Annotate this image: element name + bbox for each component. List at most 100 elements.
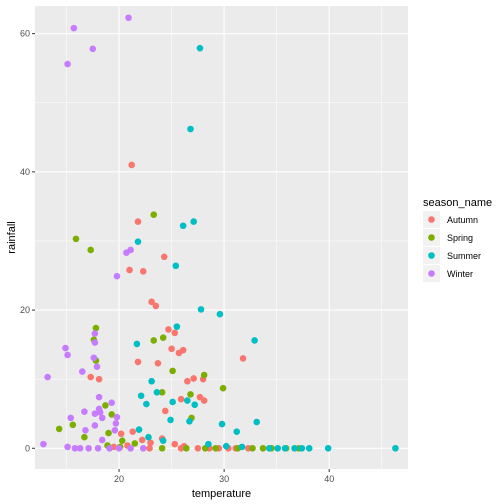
data-point-spring <box>92 324 100 332</box>
data-point-autumn <box>126 266 133 274</box>
points-layer <box>40 14 399 452</box>
data-point-winter <box>64 351 71 359</box>
data-point-autumn <box>171 440 179 448</box>
data-point-summer <box>186 418 193 425</box>
data-point-summer <box>148 377 155 385</box>
data-point-autumn <box>95 375 103 383</box>
data-point-winter <box>81 408 88 415</box>
data-point-summer <box>298 444 306 452</box>
data-point-winter <box>112 420 120 427</box>
data-point-spring <box>158 388 166 396</box>
data-point-autumn <box>171 329 179 337</box>
data-point-summer <box>205 440 212 448</box>
data-point-spring <box>159 334 167 342</box>
data-point-autumn <box>87 373 94 381</box>
data-point-spring <box>219 384 227 392</box>
data-point-autumn <box>117 430 125 438</box>
y-tick-label: 20 <box>20 305 30 315</box>
data-point-summer <box>291 444 298 452</box>
legend-marker-spring <box>428 234 435 241</box>
data-point-winter <box>91 422 99 429</box>
data-point-summer <box>173 323 181 330</box>
data-point-winter <box>115 444 123 452</box>
data-point-spring <box>69 421 77 429</box>
data-point-autumn <box>200 397 208 404</box>
data-point-spring <box>108 411 116 418</box>
data-point-spring <box>200 371 208 379</box>
legend-label-spring: Spring <box>447 233 473 243</box>
legend-label-winter: Winter <box>447 269 473 279</box>
data-point-autumn <box>129 428 137 435</box>
data-point-winter <box>91 330 99 337</box>
data-point-winter <box>76 444 84 452</box>
data-point-spring <box>150 211 158 218</box>
data-point-winter <box>44 373 51 381</box>
data-point-spring <box>72 235 80 243</box>
data-point-winter <box>71 444 79 452</box>
data-point-winter <box>82 427 89 434</box>
data-point-summer <box>305 444 313 452</box>
data-point-spring <box>187 391 194 398</box>
data-point-autumn <box>139 268 147 275</box>
data-point-summer <box>324 444 332 452</box>
data-point-winter <box>91 339 99 346</box>
data-point-spring <box>102 402 109 409</box>
x-tick-label: 20 <box>114 474 124 484</box>
legend-marker-winter <box>428 270 435 277</box>
data-point-winter <box>96 409 104 416</box>
data-point-summer <box>184 397 191 404</box>
data-point-spring <box>87 246 94 254</box>
data-point-winter <box>139 444 147 452</box>
data-point-winter <box>113 272 121 280</box>
data-point-winter <box>95 393 103 401</box>
data-point-autumn <box>154 359 162 367</box>
data-point-autumn <box>128 161 135 169</box>
data-point-winter <box>70 24 78 32</box>
data-point-summer <box>191 401 199 409</box>
data-point-winter <box>108 399 116 406</box>
legend-label-summer: Summer <box>447 251 481 261</box>
data-point-autumn <box>138 436 146 444</box>
data-point-summer <box>281 444 289 452</box>
data-point-spring <box>118 437 126 444</box>
data-point-summer <box>233 428 241 435</box>
data-point-summer <box>251 337 258 344</box>
y-tick-label: 60 <box>20 29 30 39</box>
data-point-spring <box>249 444 256 452</box>
data-point-autumn <box>161 407 169 415</box>
data-point-autumn <box>134 218 142 225</box>
data-point-summer <box>153 388 161 396</box>
data-point-winter <box>67 414 75 422</box>
data-point-summer <box>134 238 142 245</box>
data-point-summer <box>169 398 176 406</box>
data-point-summer <box>218 420 226 428</box>
data-point-winter <box>85 444 92 452</box>
data-point-summer <box>190 218 197 225</box>
x-tick-label: 40 <box>324 474 334 484</box>
data-point-summer <box>145 433 152 441</box>
data-point-summer <box>216 310 224 318</box>
data-point-spring <box>55 425 63 433</box>
legend-marker-autumn <box>428 216 435 223</box>
data-point-autumn <box>168 345 175 353</box>
data-point-spring <box>81 433 88 441</box>
legend: season_name Autumn Spring Summer Winter <box>423 197 492 282</box>
data-point-winter <box>125 14 132 22</box>
data-point-spring <box>183 444 190 452</box>
data-point-winter <box>91 410 99 418</box>
data-point-winter <box>78 368 86 375</box>
data-point-autumn <box>160 253 168 261</box>
y-axis-title: rainfall <box>6 221 18 253</box>
data-point-autumn <box>177 444 185 452</box>
legend-marker-summer <box>428 252 435 259</box>
data-point-winter <box>127 444 134 452</box>
data-point-autumn <box>239 355 247 362</box>
data-point-winter <box>98 436 106 444</box>
data-point-summer <box>196 44 204 52</box>
data-point-autumn <box>147 439 154 447</box>
data-point-summer <box>172 262 180 270</box>
plot-panel <box>35 6 408 469</box>
data-point-summer <box>392 444 399 452</box>
data-point-winter <box>89 45 97 53</box>
